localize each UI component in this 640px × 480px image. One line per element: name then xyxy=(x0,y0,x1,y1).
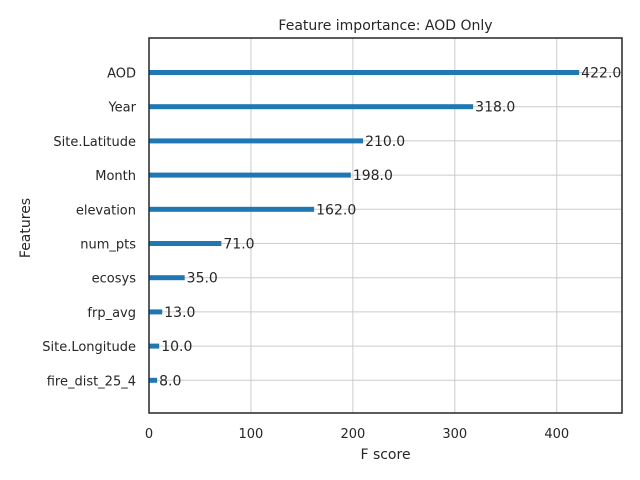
y-tick-label: Month xyxy=(95,169,136,184)
value-label: 162.0 xyxy=(316,202,356,218)
y-axis-label: Features xyxy=(18,198,34,258)
chart-title: Feature importance: AOD Only xyxy=(278,18,492,34)
y-tick-label: elevation xyxy=(76,203,136,218)
bar-num-pts xyxy=(149,241,222,246)
ticks-group: 0 100 200 300 400 AOD Year Site.Latitude Month el… xyxy=(42,67,569,443)
x-axis-label: F score xyxy=(360,447,410,463)
y-tick-label: frp_avg xyxy=(87,306,136,321)
y-tick-label: AOD xyxy=(107,67,136,82)
bar-aod xyxy=(149,70,580,75)
bar-ecosys xyxy=(149,275,185,281)
y-tick-label: fire_dist_25_4 xyxy=(47,374,136,389)
y-tick-label: Site.Latitude xyxy=(53,135,136,150)
value-label: 71.0 xyxy=(223,237,254,253)
x-tick-label: 400 xyxy=(544,427,569,442)
value-label: 318.0 xyxy=(475,100,515,116)
x-tick-label: 100 xyxy=(239,427,264,442)
value-label: 35.0 xyxy=(187,271,218,287)
bar-site-longitude xyxy=(149,343,160,349)
grid-lines xyxy=(148,38,622,413)
x-tick-label: 0 xyxy=(145,427,153,442)
y-tick-label: num_pts xyxy=(80,238,136,253)
value-label: 422.0 xyxy=(581,66,621,82)
value-label: 10.0 xyxy=(161,339,192,355)
value-label: 198.0 xyxy=(353,168,393,184)
y-tick-label: Year xyxy=(107,101,136,116)
bar-month xyxy=(149,172,351,178)
bar-year xyxy=(149,104,474,110)
bar-site-latitude xyxy=(149,138,364,144)
value-label: 210.0 xyxy=(365,134,405,150)
bar-elevation xyxy=(149,206,315,212)
bars-group: 422.0 318.0 210.0 198.0 162.0 71.0 35.0 13.0 10.… xyxy=(149,66,621,389)
y-tick-label: Site.Longitude xyxy=(42,340,136,355)
bar-fire-dist-25-4 xyxy=(149,377,158,383)
y-tick-label: ecosys xyxy=(92,272,137,287)
x-tick-label: 200 xyxy=(340,427,365,442)
bar-frp-avg xyxy=(149,309,163,315)
plot-frame xyxy=(148,37,623,414)
x-tick-label: 300 xyxy=(442,427,467,442)
value-label: 13.0 xyxy=(164,305,195,321)
value-label: 8.0 xyxy=(159,373,181,389)
